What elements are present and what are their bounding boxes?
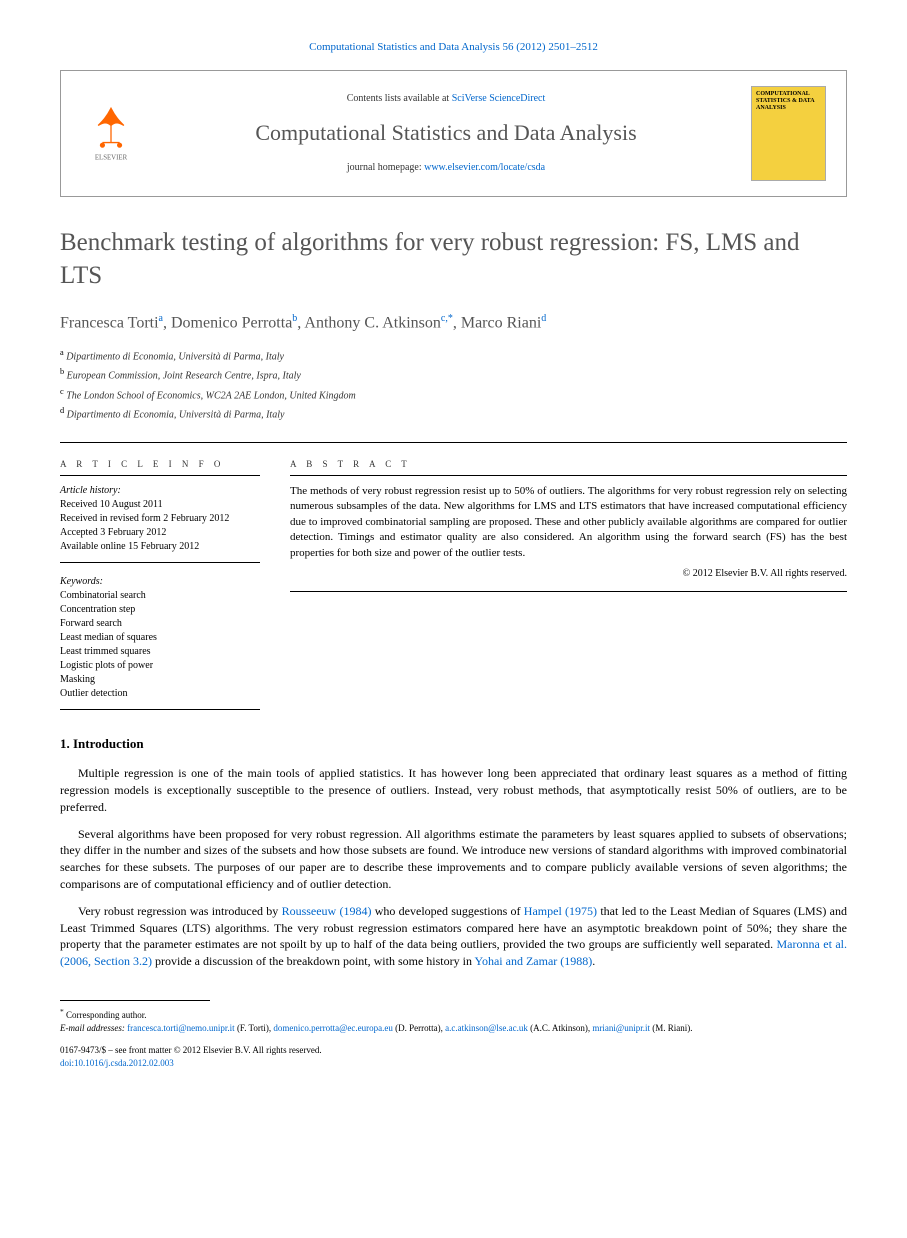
email-author-name: (M. Riani) xyxy=(652,1023,690,1033)
info-abstract-row: A R T I C L E I N F O Article history: R… xyxy=(60,458,847,710)
email-author-name: (F. Torti) xyxy=(237,1023,269,1033)
doi-link[interactable]: doi:10.1016/j.csda.2012.02.003 xyxy=(60,1057,847,1070)
journal-cover-thumbnail: COMPUTATIONAL STATISTICS & DATA ANALYSIS xyxy=(751,86,826,181)
svg-text:ELSEVIER: ELSEVIER xyxy=(95,155,128,162)
affiliation-item: a Dipartimento di Economia, Università d… xyxy=(60,347,847,364)
author-name: Anthony C. Atkinson xyxy=(304,315,440,332)
email-link[interactable]: domenico.perrotta@ec.europa.eu xyxy=(273,1023,392,1033)
author-affil-marker: b xyxy=(292,313,297,324)
keyword-item: Masking xyxy=(60,673,260,687)
email-link[interactable]: francesca.torti@nemo.unipr.it xyxy=(127,1023,235,1033)
homepage-label: journal homepage: xyxy=(347,162,424,173)
citation-link[interactable]: Rousseeuw (1984) xyxy=(282,904,372,918)
article-history-block: Article history: Received 10 August 2011… xyxy=(60,484,260,563)
email-addresses: E-mail addresses: francesca.torti@nemo.u… xyxy=(60,1022,847,1035)
citation-link[interactable]: Yohai and Zamar (1988) xyxy=(475,954,593,968)
keywords-block: Keywords: Combinatorial searchConcentrat… xyxy=(60,575,260,710)
article-title: Benchmark testing of algorithms for very… xyxy=(60,227,847,292)
intro-heading: 1. Introduction xyxy=(60,735,847,753)
keywords-label: Keywords: xyxy=(60,575,260,589)
asterisk-icon: * xyxy=(60,1007,64,1016)
keyword-item: Forward search xyxy=(60,617,260,631)
sciencedirect-link[interactable]: SciVerse ScienceDirect xyxy=(452,93,546,104)
keyword-item: Concentration step xyxy=(60,603,260,617)
author-name: Marco Riani xyxy=(461,315,541,332)
abstract-text: The methods of very robust regression re… xyxy=(290,484,847,561)
email-label: E-mail addresses: xyxy=(60,1023,127,1033)
email-link[interactable]: mriani@unipr.it xyxy=(592,1023,650,1033)
contents-available: Contents lists available at SciVerse Sci… xyxy=(161,92,731,106)
history-item: Received 10 August 2011 xyxy=(60,498,260,512)
author-list: Francesca Tortia, Domenico Perrottab, An… xyxy=(60,312,847,335)
journal-reference: Computational Statistics and Data Analys… xyxy=(60,40,847,55)
citation-link[interactable]: Maronna et al. (2006, Section 3.2) xyxy=(60,937,847,968)
keyword-item: Logistic plots of power xyxy=(60,659,260,673)
footnote-divider xyxy=(60,1000,210,1001)
body-paragraph: Multiple regression is one of the main t… xyxy=(60,765,847,815)
affiliation-item: d Dipartimento di Economia, Università d… xyxy=(60,405,847,422)
section-divider xyxy=(60,442,847,443)
keyword-item: Least trimmed squares xyxy=(60,645,260,659)
corresponding-text: Corresponding author. xyxy=(66,1010,147,1020)
contents-center: Contents lists available at SciVerse Sci… xyxy=(161,92,731,175)
abstract-column: A B S T R A C T The methods of very robu… xyxy=(290,458,847,710)
citation-link[interactable]: Hampel (1975) xyxy=(524,904,597,918)
history-item: Available online 15 February 2012 xyxy=(60,540,260,554)
journal-header-box: ELSEVIER Contents lists available at Sci… xyxy=(60,70,847,197)
footnotes: * Corresponding author. E-mail addresses… xyxy=(60,1007,847,1034)
corresponding-author-note: * Corresponding author. xyxy=(60,1007,847,1022)
cover-title: COMPUTATIONAL STATISTICS & DATA ANALYSIS xyxy=(756,91,821,111)
history-item: Accepted 3 February 2012 xyxy=(60,526,260,540)
article-page: Computational Statistics and Data Analys… xyxy=(0,0,907,1099)
journal-name: Computational Statistics and Data Analys… xyxy=(161,118,731,149)
body-paragraph: Very robust regression was introduced by… xyxy=(60,903,847,970)
issn-copyright: 0167-9473/$ – see front matter © 2012 El… xyxy=(60,1044,847,1057)
author-affil-marker: c,* xyxy=(441,313,453,324)
abstract-heading: A B S T R A C T xyxy=(290,458,847,476)
homepage-link[interactable]: www.elsevier.com/locate/csda xyxy=(424,162,545,173)
affiliation-item: b European Commission, Joint Research Ce… xyxy=(60,366,847,383)
keyword-item: Combinatorial search xyxy=(60,589,260,603)
author-name: Francesca Torti xyxy=(60,315,159,332)
email-author-name: (D. Perrotta) xyxy=(395,1023,440,1033)
email-author-name: (A.C. Atkinson) xyxy=(530,1023,588,1033)
article-info-heading: A R T I C L E I N F O xyxy=(60,458,260,476)
history-label: Article history: xyxy=(60,484,260,498)
article-info-column: A R T I C L E I N F O Article history: R… xyxy=(60,458,260,710)
body-paragraph: Several algorithms have been proposed fo… xyxy=(60,826,847,893)
email-link[interactable]: a.c.atkinson@lse.ac.uk xyxy=(445,1023,528,1033)
contents-available-text: Contents lists available at xyxy=(347,93,452,104)
history-item: Received in revised form 2 February 2012 xyxy=(60,512,260,526)
author-affil-marker: d xyxy=(541,313,546,324)
affiliation-item: c The London School of Economics, WC2A 2… xyxy=(60,386,847,403)
abstract-copyright: © 2012 Elsevier B.V. All rights reserved… xyxy=(290,567,847,581)
elsevier-logo: ELSEVIER xyxy=(81,104,141,164)
keyword-item: Outlier detection xyxy=(60,687,260,701)
author-name: Domenico Perrotta xyxy=(171,315,292,332)
affiliation-list: a Dipartimento di Economia, Università d… xyxy=(60,347,847,422)
author-affil-marker: a xyxy=(159,313,163,324)
keyword-item: Least median of squares xyxy=(60,631,260,645)
journal-homepage: journal homepage: www.elsevier.com/locat… xyxy=(161,161,731,175)
